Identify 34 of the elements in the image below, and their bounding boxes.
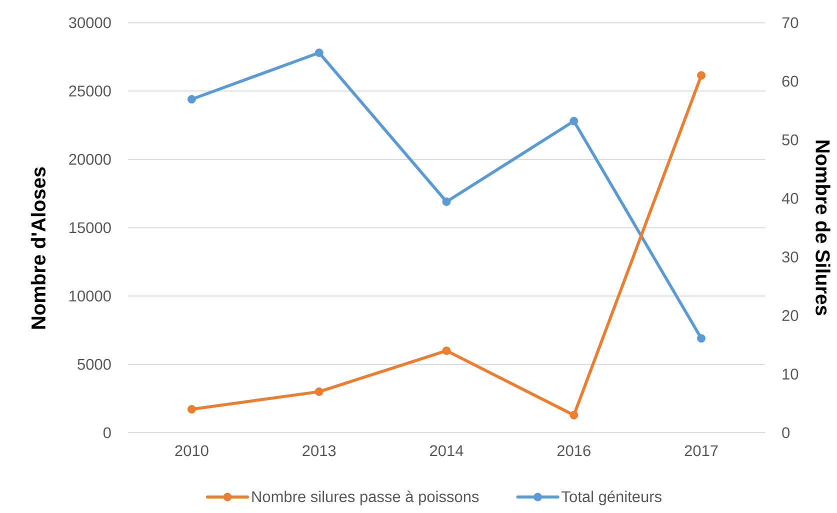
x-tick-label: 2013 (302, 445, 336, 456)
y-tick-label: 15000 (70, 222, 111, 234)
x-tick-label: 2014 (430, 445, 464, 456)
point (442, 346, 451, 355)
y2-tick-label: 40 (782, 192, 798, 204)
y2-tick-label: 0 (782, 427, 790, 438)
point (697, 334, 706, 343)
point (442, 197, 451, 206)
point (570, 410, 578, 420)
y-tick-label: 0 (103, 427, 111, 438)
point (697, 71, 706, 80)
legend-label: Nombre silures passe à poissons (252, 490, 479, 506)
point (187, 405, 196, 414)
x-tick-label: 2016 (557, 445, 590, 456)
point (570, 116, 578, 126)
y-tick-label: 30000 (68, 17, 111, 28)
y2-tick-label: 60 (782, 76, 798, 87)
x-tick-label: 2017 (684, 445, 718, 456)
y-tick-label: 5000 (78, 358, 111, 370)
point (314, 387, 324, 396)
y2-axis-title: Nombre de Silures (816, 140, 830, 316)
x-tick-label: 2010 (175, 445, 208, 456)
point (314, 48, 324, 58)
y2-tick-label: 50 (782, 134, 798, 146)
y2-tick-label: 70 (782, 17, 798, 28)
y2-tick-label: 10 (782, 368, 798, 380)
y-axis-title: Nombre d'Aloses (30, 167, 46, 329)
point (187, 94, 196, 104)
y-tick-label: 25000 (69, 86, 111, 97)
y-tick-label: 20000 (69, 154, 111, 165)
y-tick-label: 10000 (70, 290, 111, 302)
legend-label: Total géniteurs (562, 490, 662, 506)
y2-tick-label: 20 (782, 310, 798, 322)
y2-tick-label: 30 (782, 251, 798, 262)
